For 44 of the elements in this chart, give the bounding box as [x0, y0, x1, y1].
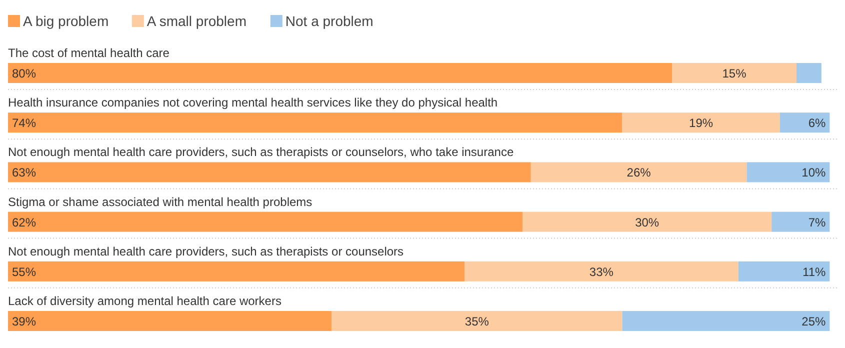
- bar: [8, 261, 464, 282]
- data-label: 80%: [12, 66, 36, 80]
- bar: [746, 162, 830, 182]
- data-label: 39%: [12, 314, 36, 328]
- bar: [8, 311, 332, 331]
- bar: [8, 212, 523, 232]
- data-label: 11%: [802, 264, 826, 279]
- y-tick-label: Stigma or shame associated with mental health problems: [8, 194, 312, 209]
- bar: [622, 112, 780, 133]
- bar: [738, 261, 830, 282]
- data-label: 55%: [12, 264, 36, 279]
- data-label: 74%: [12, 116, 36, 130]
- y-tick-label: Lack of diversity among mental health care workers: [8, 294, 282, 308]
- bar: [464, 261, 738, 282]
- data-label: 15%: [722, 66, 747, 80]
- data-label: 25%: [802, 314, 826, 328]
- legend-label: Not a problem: [285, 13, 374, 29]
- bar: [780, 112, 830, 133]
- data-label: 33%: [589, 264, 614, 279]
- data-label: 10%: [802, 166, 826, 180]
- bar: [796, 63, 822, 83]
- bar: [622, 311, 830, 331]
- data-label: 30%: [635, 215, 660, 230]
- bar: [672, 63, 796, 83]
- bar: [530, 162, 747, 182]
- bar: [522, 212, 772, 232]
- bar: [772, 212, 830, 232]
- y-tick-label: Not enough mental health care providers, such as therapists or counselors: [8, 244, 404, 258]
- bar: [8, 63, 672, 83]
- legend-label: A big problem: [23, 13, 109, 29]
- bar: [332, 311, 622, 331]
- data-label: 26%: [626, 166, 652, 180]
- legend-label: A small problem: [146, 13, 246, 29]
- y-tick-label: The cost of mental health care: [8, 46, 170, 60]
- data-label: 19%: [689, 116, 714, 130]
- bar: [8, 112, 622, 133]
- data-label: 62%: [12, 215, 36, 230]
- y-tick-label: Not enough mental health care providers, such as therapists or counselors, who take insurance: [8, 145, 514, 160]
- data-label: 63%: [12, 166, 36, 180]
- bar: [8, 162, 531, 182]
- data-label: 35%: [464, 314, 490, 328]
- y-tick-label: Health insurance companies not covering mental health services like they do physical health: [8, 96, 498, 110]
- data-label: 6%: [808, 116, 826, 130]
- data-label: 7%: [808, 215, 826, 230]
